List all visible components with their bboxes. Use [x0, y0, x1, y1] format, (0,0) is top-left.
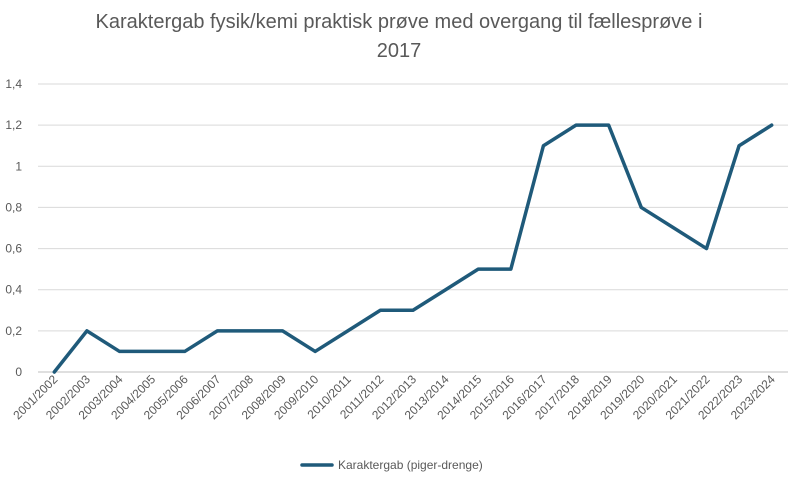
y-tick-label: 0,6 — [5, 242, 22, 256]
y-tick-label: 1,4 — [5, 77, 22, 91]
y-tick-label: 1 — [15, 159, 22, 173]
chart-title-line-1: Karaktergab fysik/kemi praktisk prøve me… — [95, 11, 703, 33]
y-tick-label: 0 — [15, 365, 22, 379]
chart-title-line-2: 2017 — [376, 40, 422, 62]
y-tick-label: 0,4 — [5, 283, 22, 297]
legend-label: Karaktergab (piger-drenge) — [338, 458, 483, 472]
chart-title: Karaktergab fysik/kemi praktisk prøve me… — [0, 8, 798, 66]
series-line — [52, 123, 774, 374]
y-tick-label: 1,2 — [5, 118, 22, 132]
y-tick-label: 0,2 — [5, 324, 22, 338]
y-tick-label: 0,8 — [5, 200, 22, 214]
